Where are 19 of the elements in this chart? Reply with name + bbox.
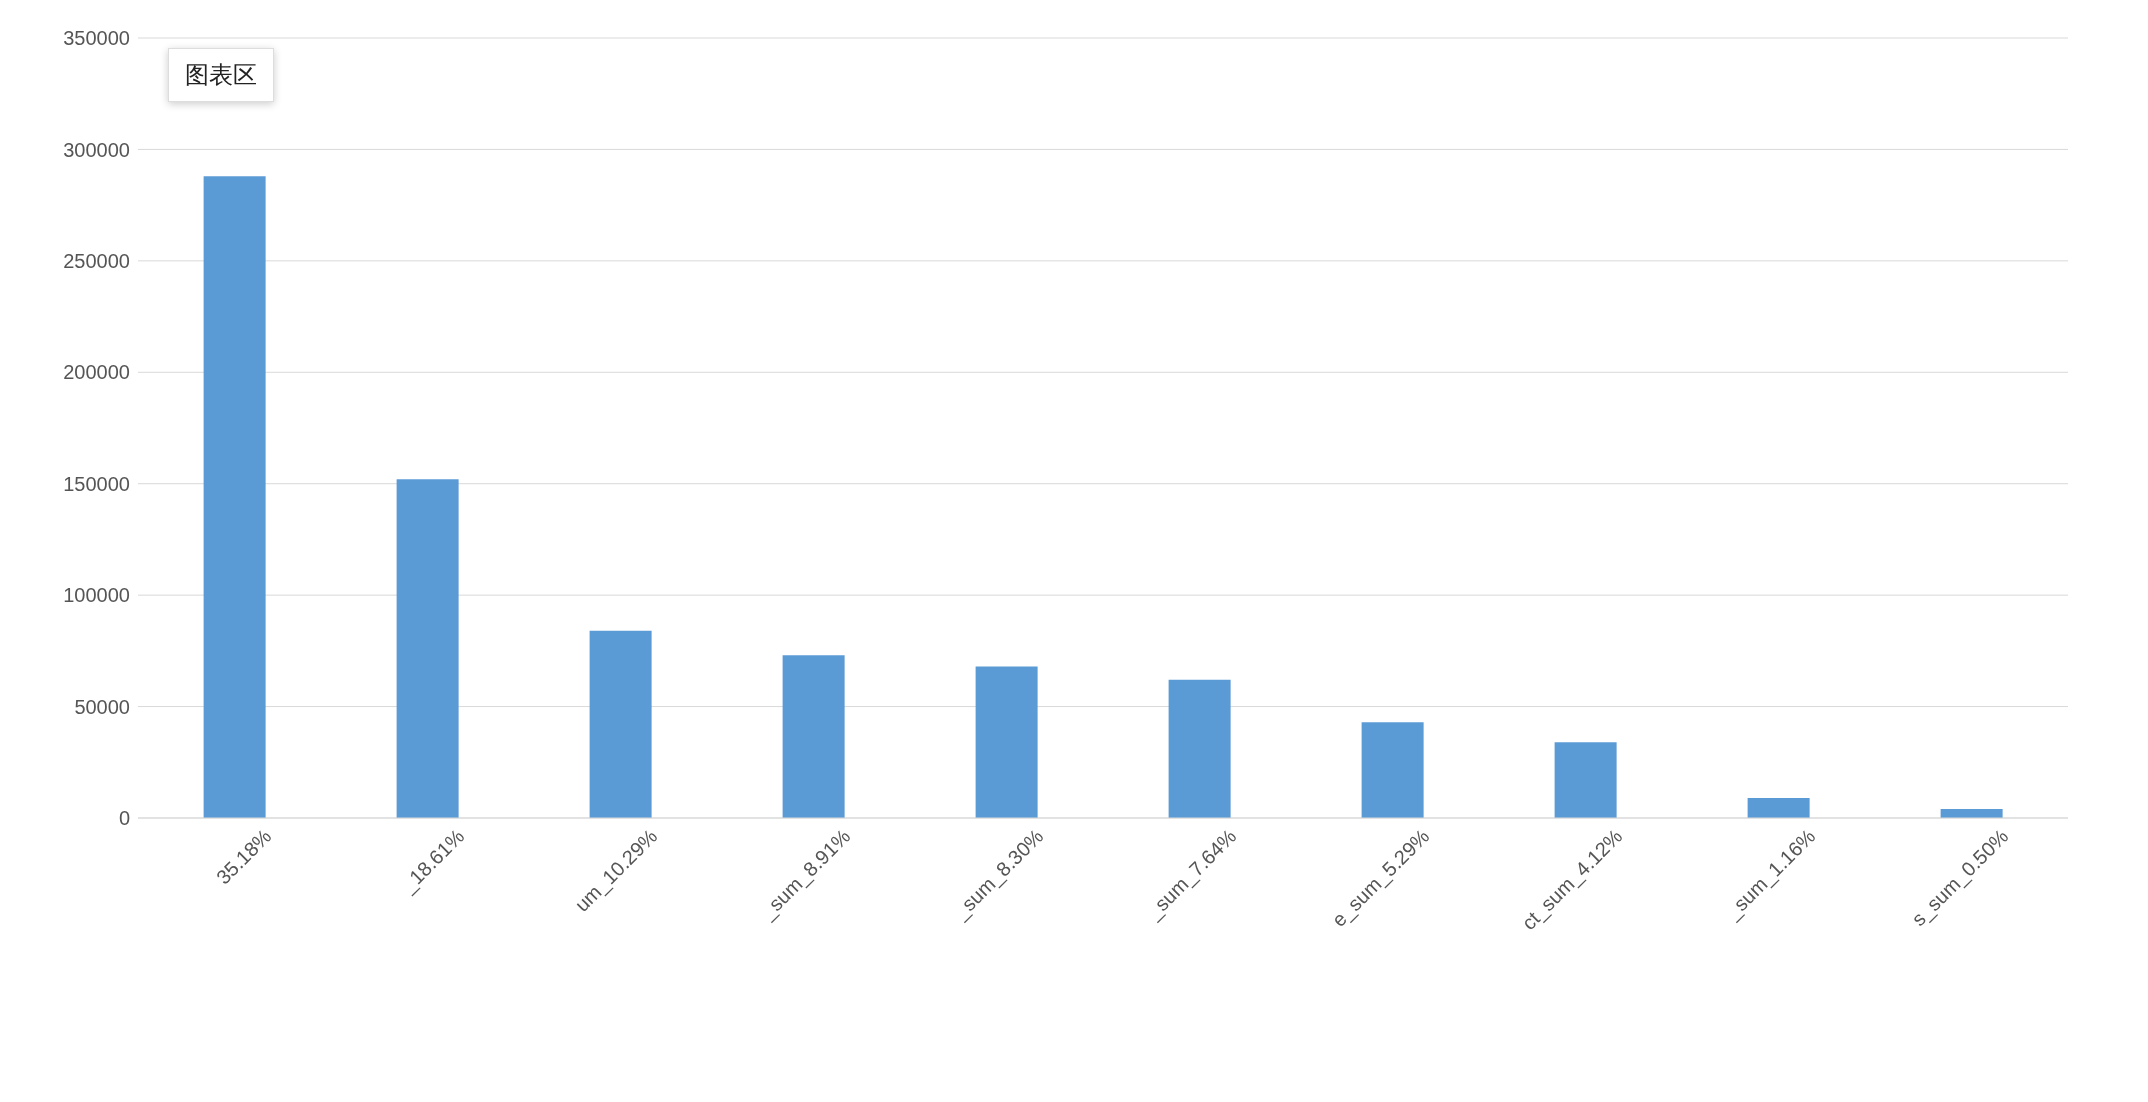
annotation: 图表区 [168,48,274,102]
y-tick-label: 350000 [63,27,130,50]
bar [782,655,845,818]
bar [1747,797,1810,818]
bar [1168,679,1231,818]
y-tick-label: 150000 [63,472,130,495]
y-tick-label: 100000 [63,584,130,607]
y-tick-label: 50000 [74,695,130,718]
y-tick-label: 250000 [63,249,130,272]
bar [975,666,1038,818]
y-tick-label: 300000 [63,138,130,161]
bar [396,479,459,818]
bar [1940,809,2003,818]
bar [1361,722,1424,818]
bar [1554,742,1617,818]
bar [203,176,266,818]
y-tick-label: 0 [118,807,130,830]
bar [589,630,652,818]
y-tick-label: 200000 [63,361,130,384]
